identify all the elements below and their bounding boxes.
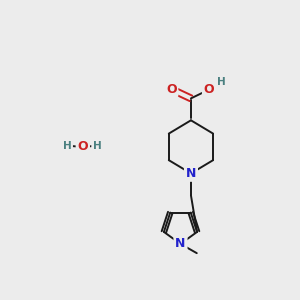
Text: N: N xyxy=(175,237,186,250)
Text: O: O xyxy=(204,83,214,96)
Text: H: H xyxy=(63,141,71,151)
Text: H: H xyxy=(93,141,102,151)
Text: O: O xyxy=(77,140,88,153)
Text: H: H xyxy=(218,77,226,87)
Text: N: N xyxy=(186,167,196,180)
Text: O: O xyxy=(166,82,176,96)
